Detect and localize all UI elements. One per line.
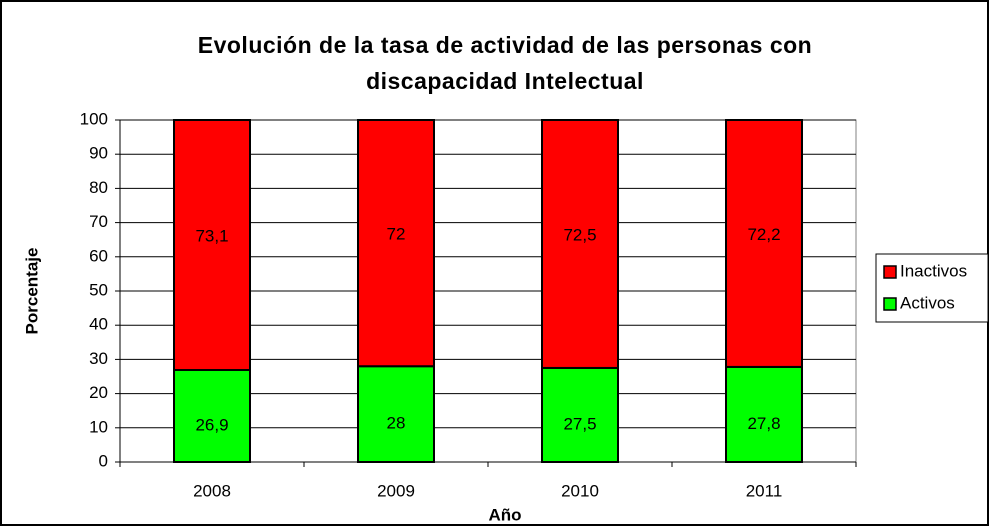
chart-title: discapacidad Intelectual	[366, 68, 644, 94]
bar-segment	[725, 119, 803, 368]
x-tick-label: 2010	[561, 481, 599, 500]
y-tick-label: 20	[89, 383, 108, 402]
data-label: 26,9	[195, 415, 228, 434]
data-label: 73,1	[195, 226, 228, 245]
y-tick-label: 30	[89, 349, 108, 368]
x-tick-label: 2008	[193, 481, 231, 500]
legend-label: Inactivos	[900, 261, 967, 280]
bar-segment	[541, 366, 619, 464]
data-label: 72	[387, 225, 406, 244]
y-tick-label: 10	[89, 417, 108, 436]
y-tick-label: 60	[89, 246, 108, 265]
data-label: 27,5	[563, 414, 596, 433]
data-label: 27,8	[747, 414, 780, 433]
x-tick-label: 2009	[377, 481, 415, 500]
legend-swatch	[883, 265, 897, 279]
y-tick-label: 50	[89, 280, 108, 299]
legend-swatch	[883, 297, 897, 311]
y-tick-label: 40	[89, 315, 108, 334]
bar-segment	[357, 119, 435, 368]
y-tick-label: 80	[89, 178, 108, 197]
bar-segment	[173, 119, 251, 372]
y-tick-label: 0	[99, 451, 108, 470]
legend-label: Activos	[900, 293, 955, 312]
x-tick-label: 2011	[746, 481, 783, 500]
data-label: 28	[387, 414, 406, 433]
bar-segment	[173, 369, 251, 464]
chart-title: Evolución de la tasa de actividad de las…	[198, 32, 812, 58]
bar-segment	[725, 365, 803, 464]
bar-segment	[357, 365, 435, 463]
bar-segment	[541, 119, 619, 369]
y-tick-label: 100	[80, 109, 108, 128]
data-label: 72,2	[747, 225, 780, 244]
y-axis-title: Porcentaje	[22, 248, 41, 335]
y-tick-label: 90	[89, 144, 108, 163]
data-label: 72,5	[563, 225, 596, 244]
y-tick-label: 70	[89, 212, 108, 231]
x-axis-title: Año	[488, 505, 521, 524]
